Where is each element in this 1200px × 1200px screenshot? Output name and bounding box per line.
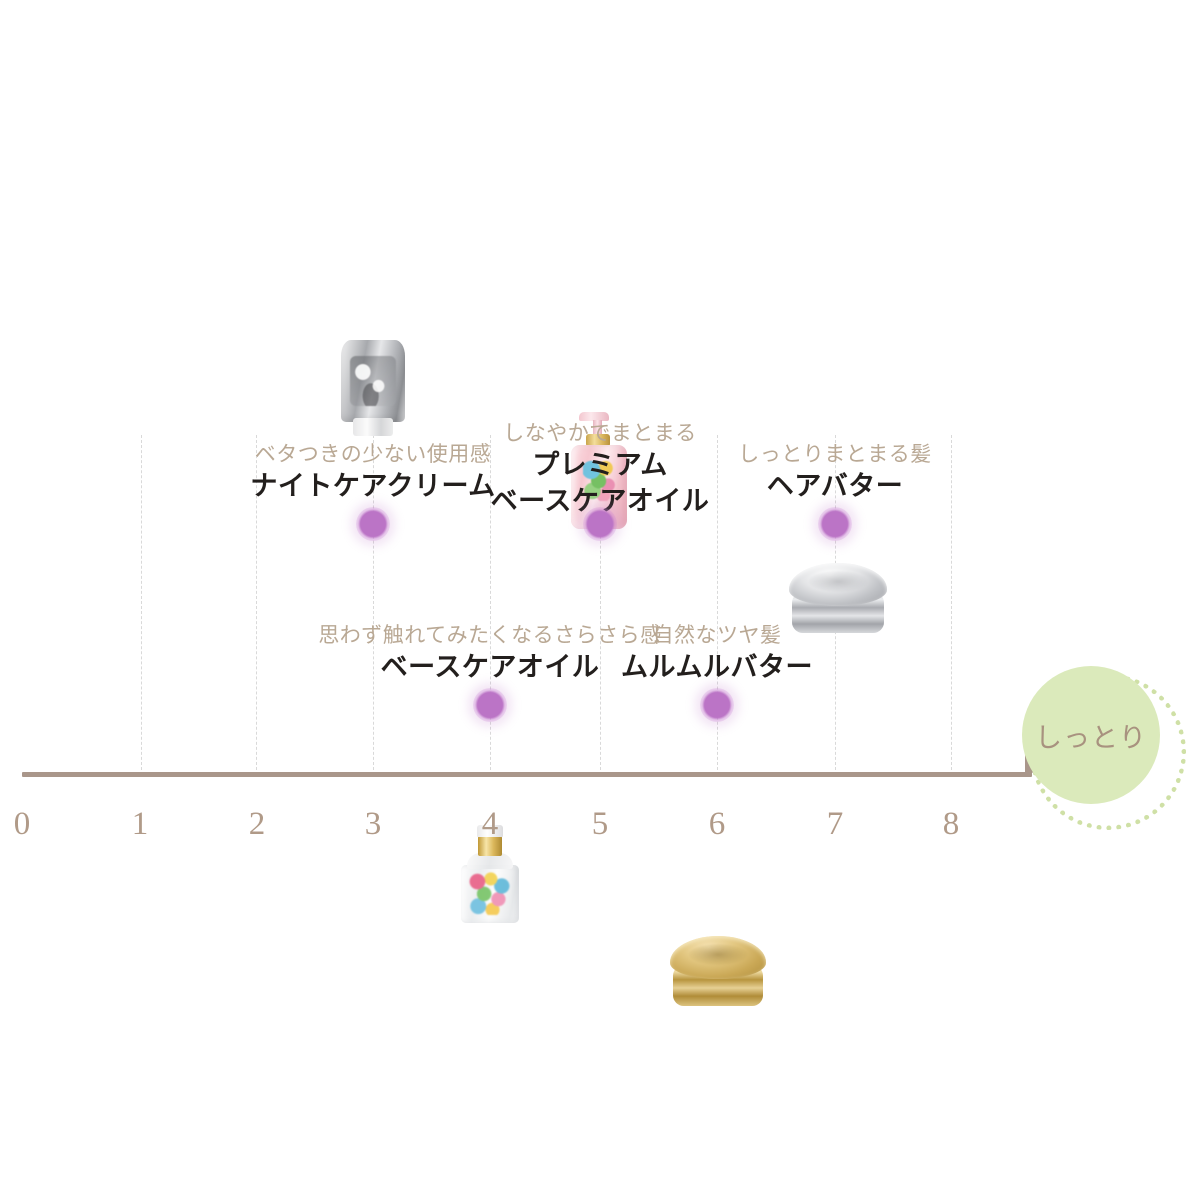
marker-base-oil[interactable]	[473, 688, 507, 722]
label-title: ナイトケアクリーム	[250, 471, 496, 502]
pump-nozzle	[579, 412, 609, 421]
label-base-oil: 思わず触れてみたくなるさらさら感 ベースケアオイル	[260, 622, 720, 686]
tube-artwork	[350, 356, 396, 406]
bottle-clear-cap	[477, 825, 503, 837]
label-title: ベースケアオイル	[380, 652, 600, 683]
label-subtitle: 思わず触れてみたくなるさらさら感	[318, 624, 662, 647]
gridline-5	[600, 435, 601, 775]
axis-tick-6: 6	[708, 806, 726, 842]
jar-lid	[789, 563, 887, 606]
product-image-premium-oil	[569, 412, 631, 530]
axis-line	[22, 772, 1032, 777]
label-murumuru: 自然なツヤ髪 ムルムルバター	[487, 622, 947, 686]
badge-circle	[1022, 666, 1160, 804]
marker-premium-oil[interactable]	[583, 507, 617, 541]
gridline-1	[141, 435, 142, 775]
axis-tick-3: 3	[364, 806, 382, 842]
pump-stem	[593, 420, 602, 436]
label-title: ムルムルバター	[621, 652, 813, 683]
gridline-6	[717, 435, 718, 775]
axis-tick-4: 4	[481, 806, 499, 842]
product-image-murumuru	[670, 936, 766, 1012]
axis-tick-5: 5	[591, 806, 609, 842]
label-subtitle: しっとりまとまる髪	[738, 443, 932, 466]
label-night-cream: ベタつきの少ない使用感 ナイトケアクリーム	[143, 441, 603, 505]
label-title-line1: プレミアム	[532, 450, 668, 481]
marker-hair-butter[interactable]	[818, 507, 852, 541]
gridline-4	[490, 435, 491, 775]
axis-tick-8: 8	[942, 806, 960, 842]
bottle-label-artwork	[469, 871, 511, 915]
badge-label: しっとり	[1035, 722, 1147, 753]
product-image-hair-butter	[789, 563, 887, 639]
bottle-gold-pump	[478, 836, 502, 856]
label-subtitle: 自然なツヤ髪	[652, 624, 782, 647]
label-title: ヘアバター	[766, 471, 904, 502]
marker-night-cream[interactable]	[356, 507, 390, 541]
tube-cap	[353, 418, 393, 436]
product-image-base-oil	[457, 825, 523, 925]
label-subtitle: ベタつきの少ない使用感	[254, 443, 492, 466]
gridline-3	[373, 435, 374, 775]
gridline-8	[951, 435, 952, 775]
marker-murumuru[interactable]	[700, 688, 734, 722]
moisture-badge: しっとり	[1022, 666, 1186, 830]
gridline-2	[256, 435, 257, 775]
pump-collar	[586, 434, 610, 447]
label-hair-butter: しっとりまとまる髪 ヘアバター	[605, 441, 1065, 505]
axis-tick-7: 7	[826, 806, 844, 842]
axis-tick-1: 1	[131, 806, 149, 842]
label-subtitle: しなやかでまとまる	[503, 422, 697, 445]
jar-emboss	[808, 570, 868, 592]
bottle-shoulder	[467, 853, 513, 869]
axis-tick-2: 2	[248, 806, 266, 842]
product-image-night-cream	[337, 340, 409, 436]
axis-tick-0: 0	[13, 806, 31, 842]
jar-emboss	[689, 943, 747, 965]
pump-label-artwork	[583, 459, 617, 501]
